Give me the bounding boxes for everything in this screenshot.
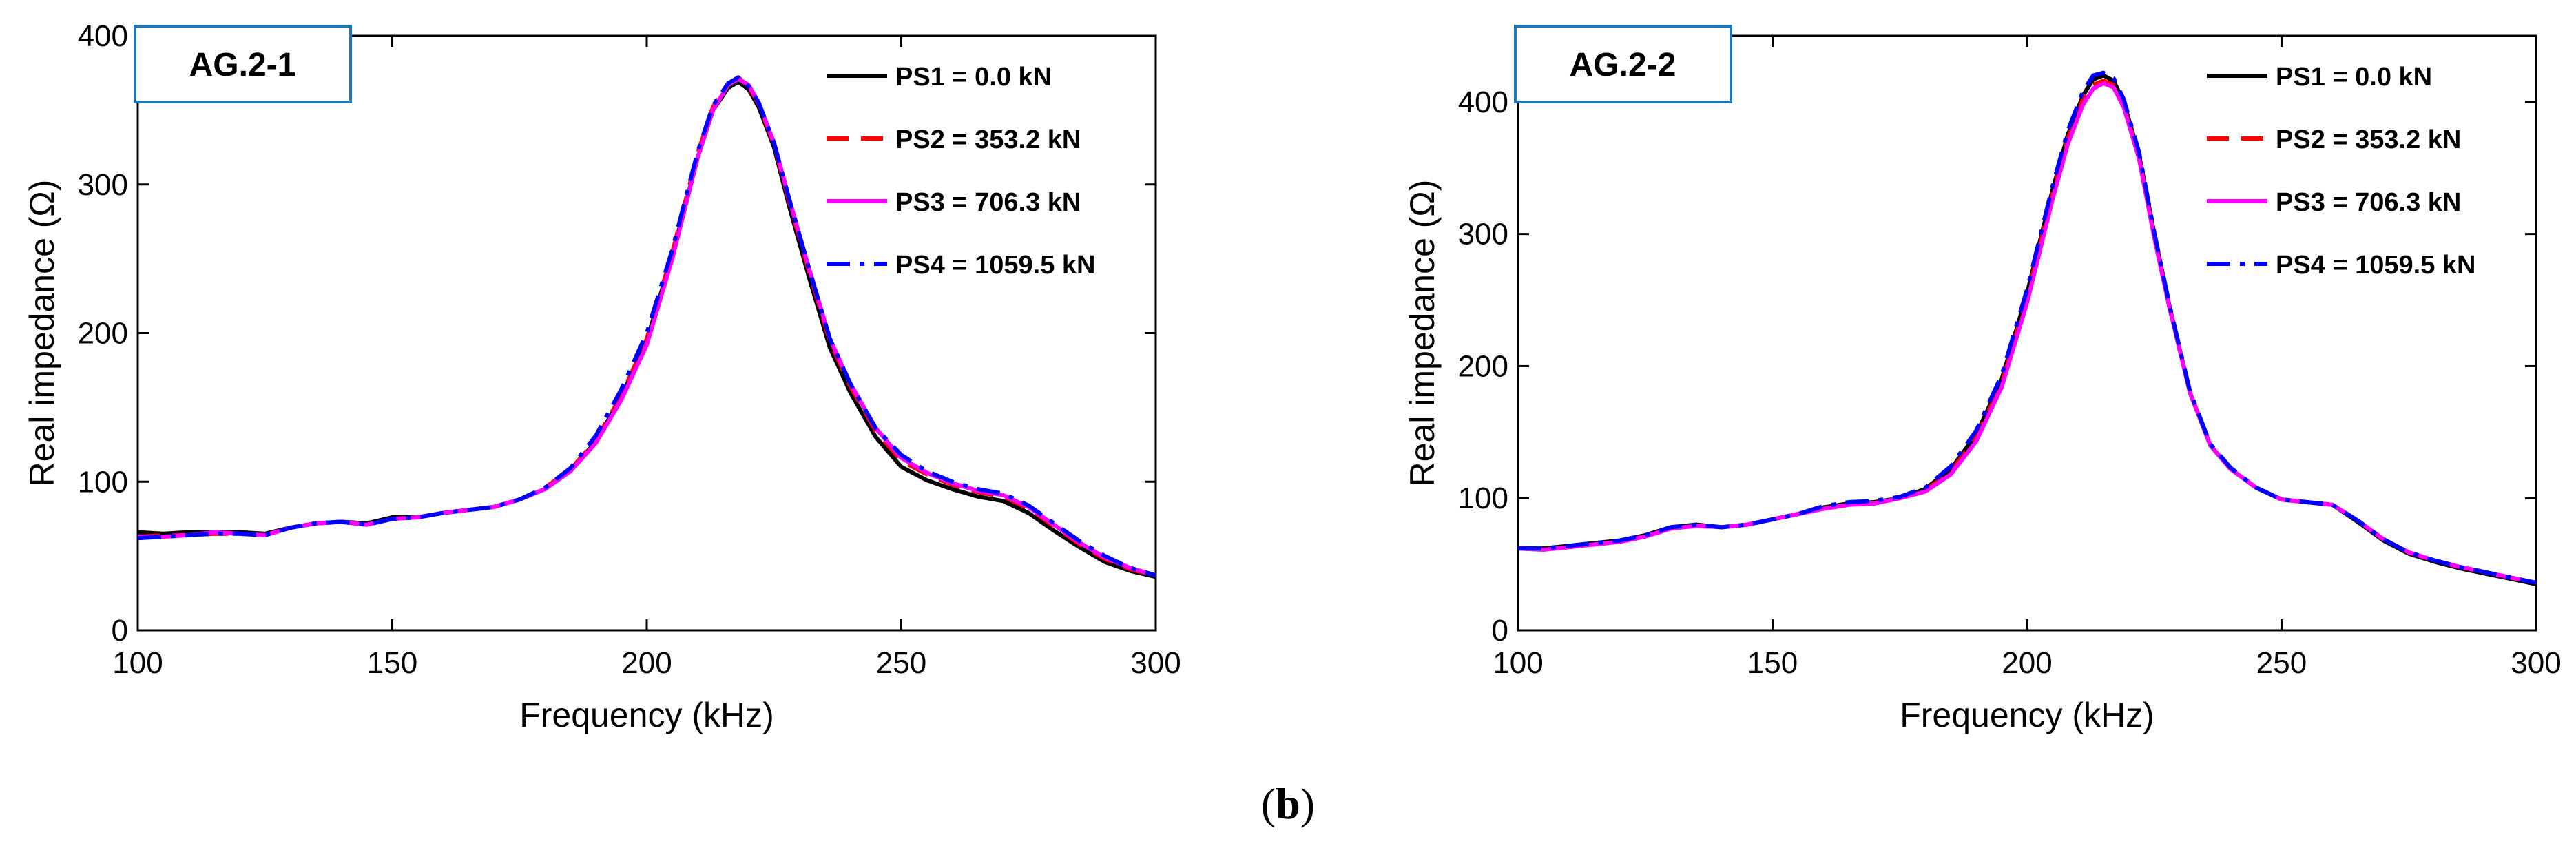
panel-label: AG.2-2 <box>1570 47 1676 83</box>
y-tick-label: 200 <box>78 317 128 351</box>
x-tick-label: 150 <box>1747 646 1798 680</box>
y-tick-label: 200 <box>1458 349 1508 383</box>
caption-letter: b <box>1276 779 1300 828</box>
y-tick-label: 100 <box>78 465 128 499</box>
legend-label-1: PS1 = 0.0 kN <box>2276 63 2432 92</box>
caption-close: ) <box>1300 779 1315 828</box>
x-tick-label: 250 <box>2256 646 2307 680</box>
panel-label: AG.2-1 <box>189 47 296 83</box>
x-tick-label: 250 <box>876 646 926 680</box>
legend-label-3: PS3 = 706.3 kN <box>2276 188 2461 217</box>
y-tick-label: 100 <box>1458 482 1508 515</box>
x-axis-label: Frequency (kHz) <box>1900 696 2154 734</box>
caption-open: ( <box>1261 779 1276 828</box>
y-axis-label: Real impedance (Ω) <box>23 180 61 487</box>
y-axis-label: Real impedance (Ω) <box>1403 180 1442 487</box>
series-group <box>138 75 1156 579</box>
y-tick-label: 300 <box>1458 218 1508 251</box>
y-tick-label: 0 <box>1492 614 1508 648</box>
series-group <box>1518 70 2536 586</box>
x-tick-label: 200 <box>2002 646 2052 680</box>
panel-label-box <box>1514 25 1732 103</box>
y-tick-label: 0 <box>112 614 128 648</box>
y-tick-label: 300 <box>78 168 128 202</box>
series-line-4 <box>1518 70 2536 585</box>
series-line-2 <box>1518 79 2536 585</box>
x-tick-label: 150 <box>367 646 417 680</box>
x-tick-label: 100 <box>1493 646 1543 680</box>
series-line-3 <box>138 76 1156 578</box>
x-tick-label: 300 <box>1130 646 1181 680</box>
x-tick-label: 100 <box>112 646 163 680</box>
x-tick-label: 300 <box>2511 646 2561 680</box>
y-tick-label: 400 <box>78 19 128 53</box>
legend-label-4: PS4 = 1059.5 kN <box>895 251 1096 280</box>
y-tick-label: 400 <box>1458 85 1508 119</box>
legend-label-2: PS2 = 353.2 kN <box>2276 125 2461 154</box>
legend-label-3: PS3 = 706.3 kN <box>895 188 1081 217</box>
legend-label-4: PS4 = 1059.5 kN <box>2276 251 2476 280</box>
panel-label-box <box>134 25 352 103</box>
legend-label-1: PS1 = 0.0 kN <box>895 63 1052 92</box>
series-line-3 <box>1518 81 2536 585</box>
x-tick-label: 200 <box>621 646 672 680</box>
legend-label-2: PS2 = 353.2 kN <box>895 125 1081 154</box>
x-axis-label: Frequency (kHz) <box>519 696 774 734</box>
figure-caption: (b) <box>1261 779 1315 828</box>
